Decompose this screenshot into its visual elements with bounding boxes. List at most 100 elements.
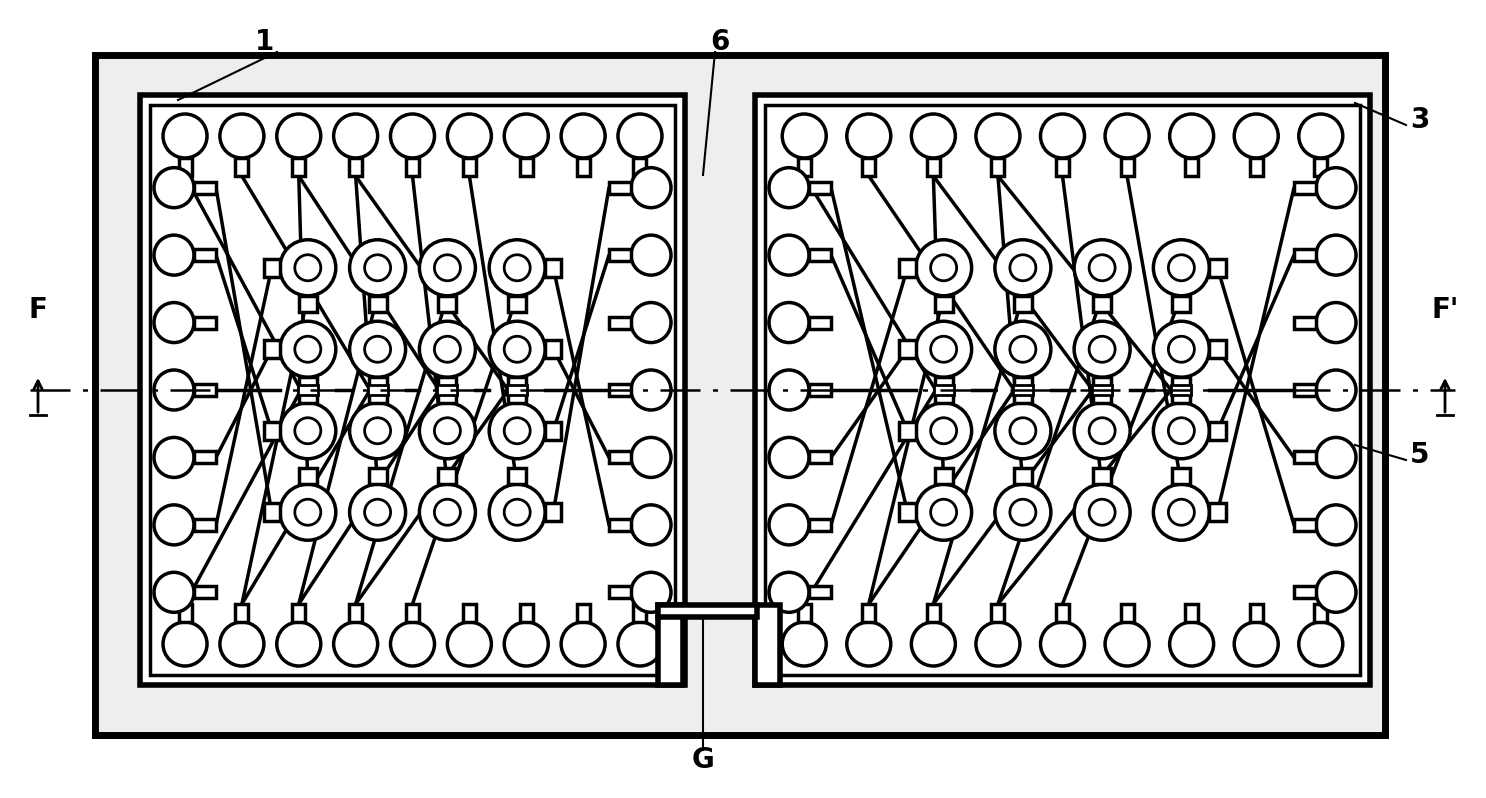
Circle shape: [349, 403, 406, 459]
Bar: [195, 587, 215, 598]
Circle shape: [996, 322, 1051, 377]
Bar: [1013, 468, 1031, 484]
Bar: [927, 604, 939, 622]
Bar: [765, 105, 1360, 675]
Bar: [195, 519, 215, 531]
Circle shape: [504, 336, 531, 362]
Bar: [520, 604, 533, 622]
Circle shape: [996, 239, 1051, 296]
Circle shape: [364, 255, 391, 281]
Bar: [658, 605, 684, 685]
Circle shape: [632, 572, 672, 612]
Circle shape: [155, 572, 195, 612]
Circle shape: [562, 114, 605, 158]
Circle shape: [632, 370, 672, 410]
Bar: [609, 249, 632, 261]
Circle shape: [1153, 322, 1210, 377]
Bar: [263, 259, 279, 277]
Bar: [1210, 504, 1226, 521]
Bar: [545, 422, 562, 440]
Bar: [140, 95, 685, 685]
Circle shape: [847, 114, 890, 158]
Circle shape: [1153, 484, 1210, 540]
Bar: [95, 55, 1385, 735]
Bar: [933, 385, 954, 395]
Bar: [369, 468, 386, 484]
Circle shape: [434, 336, 461, 362]
Bar: [808, 452, 831, 464]
Circle shape: [915, 484, 972, 540]
Circle shape: [434, 500, 461, 525]
Circle shape: [294, 500, 321, 525]
Bar: [1094, 386, 1112, 403]
Circle shape: [1168, 500, 1195, 525]
Circle shape: [1010, 336, 1036, 362]
Circle shape: [632, 235, 672, 275]
Bar: [263, 422, 279, 440]
Circle shape: [1010, 417, 1036, 444]
Bar: [1013, 385, 1033, 395]
Bar: [462, 604, 476, 622]
Circle shape: [294, 255, 321, 281]
Circle shape: [632, 505, 672, 545]
Bar: [808, 519, 831, 531]
Bar: [297, 385, 318, 395]
Text: 1: 1: [256, 28, 275, 56]
Circle shape: [349, 239, 406, 296]
Bar: [1171, 385, 1192, 395]
Circle shape: [1040, 114, 1085, 158]
Circle shape: [1317, 302, 1357, 342]
Circle shape: [1235, 114, 1278, 158]
Bar: [235, 604, 248, 622]
Bar: [1094, 377, 1112, 393]
Circle shape: [276, 622, 321, 666]
Circle shape: [434, 255, 461, 281]
Bar: [508, 386, 526, 403]
Circle shape: [1168, 336, 1195, 362]
Bar: [406, 158, 419, 176]
Circle shape: [1169, 622, 1214, 666]
Circle shape: [364, 417, 391, 444]
Bar: [808, 317, 831, 329]
Circle shape: [768, 437, 808, 477]
Bar: [808, 384, 831, 396]
Bar: [462, 158, 476, 176]
Circle shape: [489, 403, 545, 459]
Bar: [609, 587, 632, 598]
Circle shape: [504, 500, 531, 525]
Circle shape: [447, 622, 492, 666]
Bar: [1186, 604, 1198, 622]
Bar: [1294, 587, 1317, 598]
Circle shape: [1074, 239, 1131, 296]
Bar: [1092, 385, 1112, 395]
Circle shape: [163, 622, 207, 666]
Bar: [1172, 296, 1190, 312]
Bar: [991, 604, 1005, 622]
Circle shape: [996, 403, 1051, 459]
Circle shape: [155, 370, 195, 410]
Circle shape: [632, 437, 672, 477]
Circle shape: [1074, 322, 1131, 377]
Bar: [438, 386, 456, 403]
Circle shape: [768, 168, 808, 207]
Bar: [293, 158, 305, 176]
Circle shape: [1074, 403, 1131, 459]
Circle shape: [155, 235, 195, 275]
Circle shape: [220, 114, 265, 158]
Bar: [808, 587, 831, 598]
Circle shape: [618, 114, 661, 158]
Bar: [935, 296, 953, 312]
Circle shape: [489, 322, 545, 377]
Bar: [899, 422, 915, 440]
Circle shape: [1010, 255, 1036, 281]
Circle shape: [1089, 500, 1114, 525]
Circle shape: [911, 114, 955, 158]
Circle shape: [1010, 500, 1036, 525]
Bar: [1172, 377, 1190, 393]
Circle shape: [504, 622, 548, 666]
Bar: [577, 158, 590, 176]
Bar: [178, 158, 192, 176]
Text: F: F: [28, 296, 48, 324]
Bar: [1250, 158, 1263, 176]
Circle shape: [419, 322, 476, 377]
